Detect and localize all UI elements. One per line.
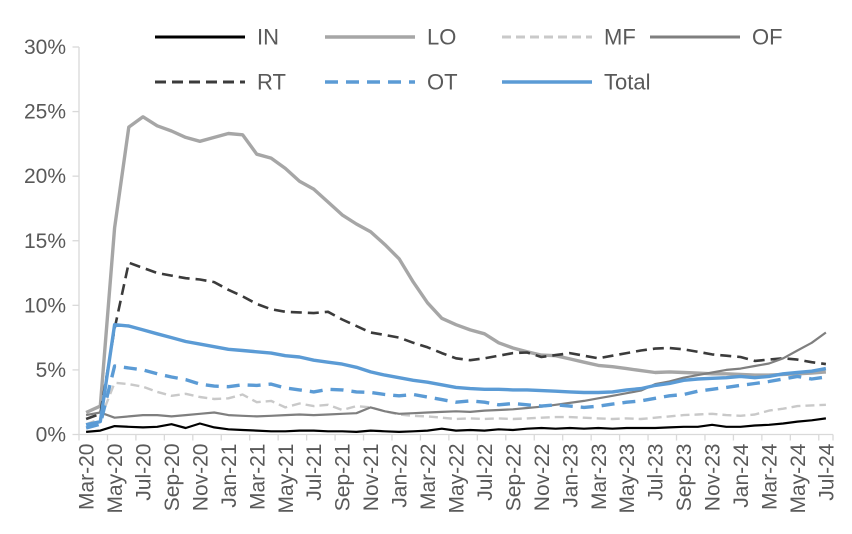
x-axis-label: May-21 [275,444,298,514]
y-axis-label: 0% [36,424,66,447]
series-IN-line [85,417,827,433]
x-axis-label: Nov-22 [531,444,554,512]
x-axis-label: Sep-21 [332,444,355,512]
legend-label-RT: RT [257,70,286,95]
x-axis-label: Mar-20 [76,444,99,511]
legend-label-OF: OF [752,25,783,50]
x-axis-label: Mar-21 [246,444,269,511]
x-axis-label: May-24 [787,443,810,513]
legend-item-OF: OF [650,25,783,50]
x-axis-label: Sep-20 [161,444,184,512]
x-axis-label: May-22 [446,444,469,514]
y-axis-label: 15% [24,230,66,253]
x-axis-label: May-23 [616,444,639,514]
x-axis-label: Jan-21 [218,444,241,508]
series-LO-line [85,115,827,415]
legend-label-OT: OT [427,70,458,95]
series-OF-line [85,331,827,419]
x-axis-label: Jul-24 [815,443,838,501]
legend-item-IN: IN [155,25,279,50]
x-axis-label: Jul-21 [303,444,326,501]
series-RT-line [85,261,827,421]
x-axis-label: Jan-24 [730,443,753,508]
x-axis-label: Nov-21 [360,444,383,512]
x-axis-label: Sep-23 [673,444,696,512]
legend-item-OT: OT [325,70,458,95]
x-axis-label: Jul-23 [645,444,668,501]
y-axis-label: 20% [24,165,66,188]
series-OT-line [85,364,827,430]
series-MF-line [85,381,826,426]
x-axis-label: Nov-23 [702,444,725,512]
y-axis-label: 10% [24,294,66,317]
legend-item-Total: Total [502,70,650,95]
x-axis-label: May-20 [104,444,127,514]
legend-label-IN: IN [257,25,279,50]
x-axis-label: Jul-22 [474,444,497,501]
series-Total-line [85,323,827,427]
legend-item-RT: RT [155,70,286,95]
legend-label-LO: LO [427,25,456,50]
y-axis-label: 25% [24,101,66,124]
x-axis-label: Mar-24 [758,443,781,510]
x-axis-label: Nov-20 [189,444,212,512]
x-axis-label: Sep-22 [502,444,525,512]
x-axis-label: Jan-22 [389,444,412,508]
y-axis-label: 5% [36,359,66,382]
y-axis-label: 30% [24,36,66,59]
legend-item-LO: LO [325,25,456,50]
x-axis-label: Mar-23 [588,444,611,511]
x-axis-label: Jul-20 [133,444,156,501]
legend-label-Total: Total [604,70,650,95]
x-axis-label: Mar-22 [417,444,440,511]
legend-item-MF: MF [502,25,636,50]
x-axis-label: Jan-23 [559,444,582,508]
legend-label-MF: MF [604,25,636,50]
